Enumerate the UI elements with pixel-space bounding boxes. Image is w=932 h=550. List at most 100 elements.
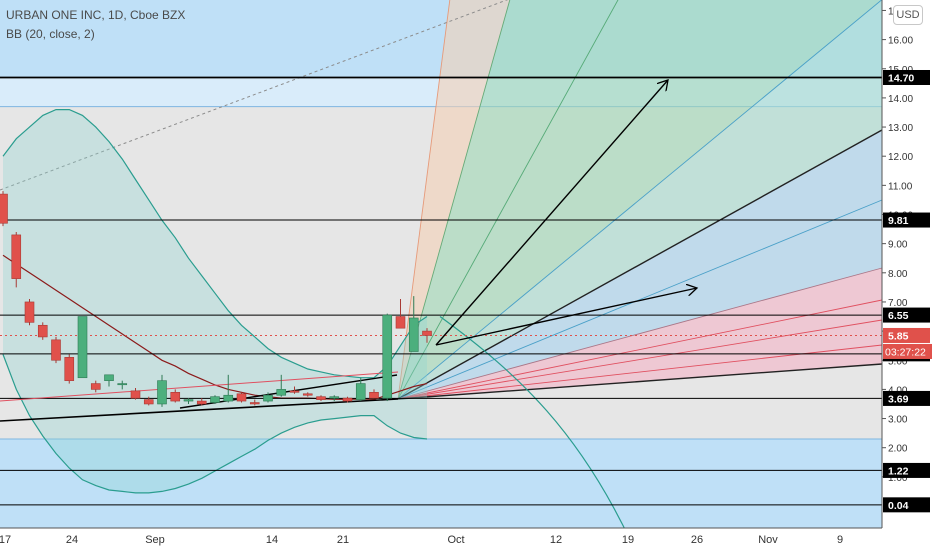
trend-line[interactable] — [0, 371, 399, 402]
candle-down — [369, 389, 379, 399]
price-label-text: 5.85 — [888, 330, 909, 342]
y-tick-label: 3.00 — [888, 415, 908, 426]
chart-title: URBAN ONE INC, 1D, Cboe BZX — [6, 8, 186, 22]
x-tick-label: 12 — [550, 534, 562, 546]
countdown-text: 03:27:22 — [885, 346, 926, 358]
candle-down — [170, 389, 181, 403]
dashed-trend-line[interactable] — [0, 0, 520, 191]
candle-body — [316, 396, 326, 400]
trend-line[interactable] — [0, 398, 399, 422]
y-tick-label: 11.00 — [888, 181, 913, 192]
y-tick-label: 5.00 — [888, 356, 908, 367]
horizontal-levels[interactable] — [0, 76, 882, 506]
price-label-box — [883, 212, 930, 228]
y-tick-label: 4.00 — [888, 385, 908, 396]
price-label-box — [883, 497, 930, 513]
candle-body — [369, 392, 379, 399]
arrow-line[interactable] — [435, 288, 697, 346]
y-tick-label: 9.00 — [888, 240, 908, 251]
lower-blue-box — [0, 438, 882, 528]
fan-ray[interactable] — [397, 199, 883, 400]
price-label-text: 0.04 — [888, 500, 909, 512]
candle-body — [170, 392, 181, 402]
y-tick-label: 13.00 — [888, 123, 913, 134]
fan-ray[interactable] — [397, 267, 883, 400]
y-tick-label: 2.00 — [888, 444, 908, 455]
candle-up — [104, 374, 114, 387]
price-label-text: 9.81 — [888, 215, 909, 227]
candle-down — [51, 336, 61, 364]
candle-body — [302, 393, 313, 396]
price-label-box — [883, 69, 930, 85]
level-price-label: 9.81 — [883, 212, 930, 228]
fan-ray[interactable] — [397, 319, 883, 400]
x-tick-label: 21 — [337, 534, 349, 546]
price-label-box — [883, 307, 930, 323]
x-tick-label: Sep — [145, 534, 165, 546]
candle-up — [276, 374, 287, 397]
candle-body — [395, 316, 406, 329]
candle-body — [223, 394, 234, 402]
candle-up — [355, 377, 366, 402]
arrow-line[interactable] — [435, 80, 668, 346]
candle-body — [210, 396, 220, 403]
candle-body — [130, 390, 141, 399]
candle-body — [64, 357, 75, 381]
candle-up — [408, 296, 419, 352]
candle-body — [37, 324, 48, 338]
fan-ray[interactable] — [397, 0, 930, 400]
candle-down — [249, 399, 260, 406]
x-tick-label: 24 — [66, 534, 78, 546]
level-price-label: 3.69 — [883, 390, 930, 406]
candles — [0, 191, 432, 407]
candle-up — [382, 313, 393, 402]
x-tick-label: 26 — [691, 534, 703, 546]
candle-up — [117, 380, 128, 390]
y-tick-label: 8.00 — [888, 269, 908, 280]
candle-body — [236, 393, 247, 402]
y-tick-label: 14.00 — [888, 94, 913, 105]
price-label-box — [883, 327, 930, 343]
candle-down — [422, 328, 432, 343]
price-label-text: 14.70 — [888, 72, 914, 84]
last-price-label: 5.85 — [883, 327, 930, 343]
candle-down — [289, 386, 300, 394]
x-tick-label: 9 — [837, 534, 843, 546]
candle-up — [263, 392, 273, 403]
candle-body — [249, 402, 260, 405]
candle-body — [24, 301, 35, 323]
fan-ray[interactable] — [397, 0, 455, 400]
candle-down — [90, 380, 101, 393]
candle-down — [236, 392, 247, 403]
price-label-text: 1.22 — [888, 465, 909, 477]
candle-down — [64, 354, 75, 384]
candle-body — [0, 193, 8, 224]
candle-body — [117, 383, 128, 386]
candle-body — [183, 399, 194, 402]
candle-down — [0, 191, 8, 227]
candle-body — [422, 330, 432, 336]
price-label-text: 3.69 — [888, 393, 909, 405]
candle-body — [276, 389, 287, 396]
level-price-label: 1.22 — [883, 462, 930, 478]
gann-fan[interactable] — [0, 0, 930, 400]
candle-body — [289, 390, 300, 393]
candle-body — [355, 383, 366, 400]
candle-body — [408, 317, 419, 352]
fan-ray[interactable] — [397, 363, 883, 400]
candle-body — [342, 397, 353, 402]
fan-ray[interactable] — [397, 299, 883, 400]
candle-down — [342, 396, 353, 403]
x-tick-label: Oct — [447, 534, 464, 546]
price-label-box — [883, 462, 930, 478]
candle-body — [157, 380, 167, 405]
fan-ray[interactable] — [397, 0, 640, 400]
candle-body — [77, 316, 88, 379]
candle-down — [24, 299, 35, 326]
candle-body — [382, 314, 393, 399]
y-tick-label: 7.00 — [888, 298, 908, 309]
candle-down — [143, 396, 154, 406]
x-tick-label: Nov — [758, 534, 778, 546]
currency-button[interactable]: USD — [893, 5, 923, 25]
